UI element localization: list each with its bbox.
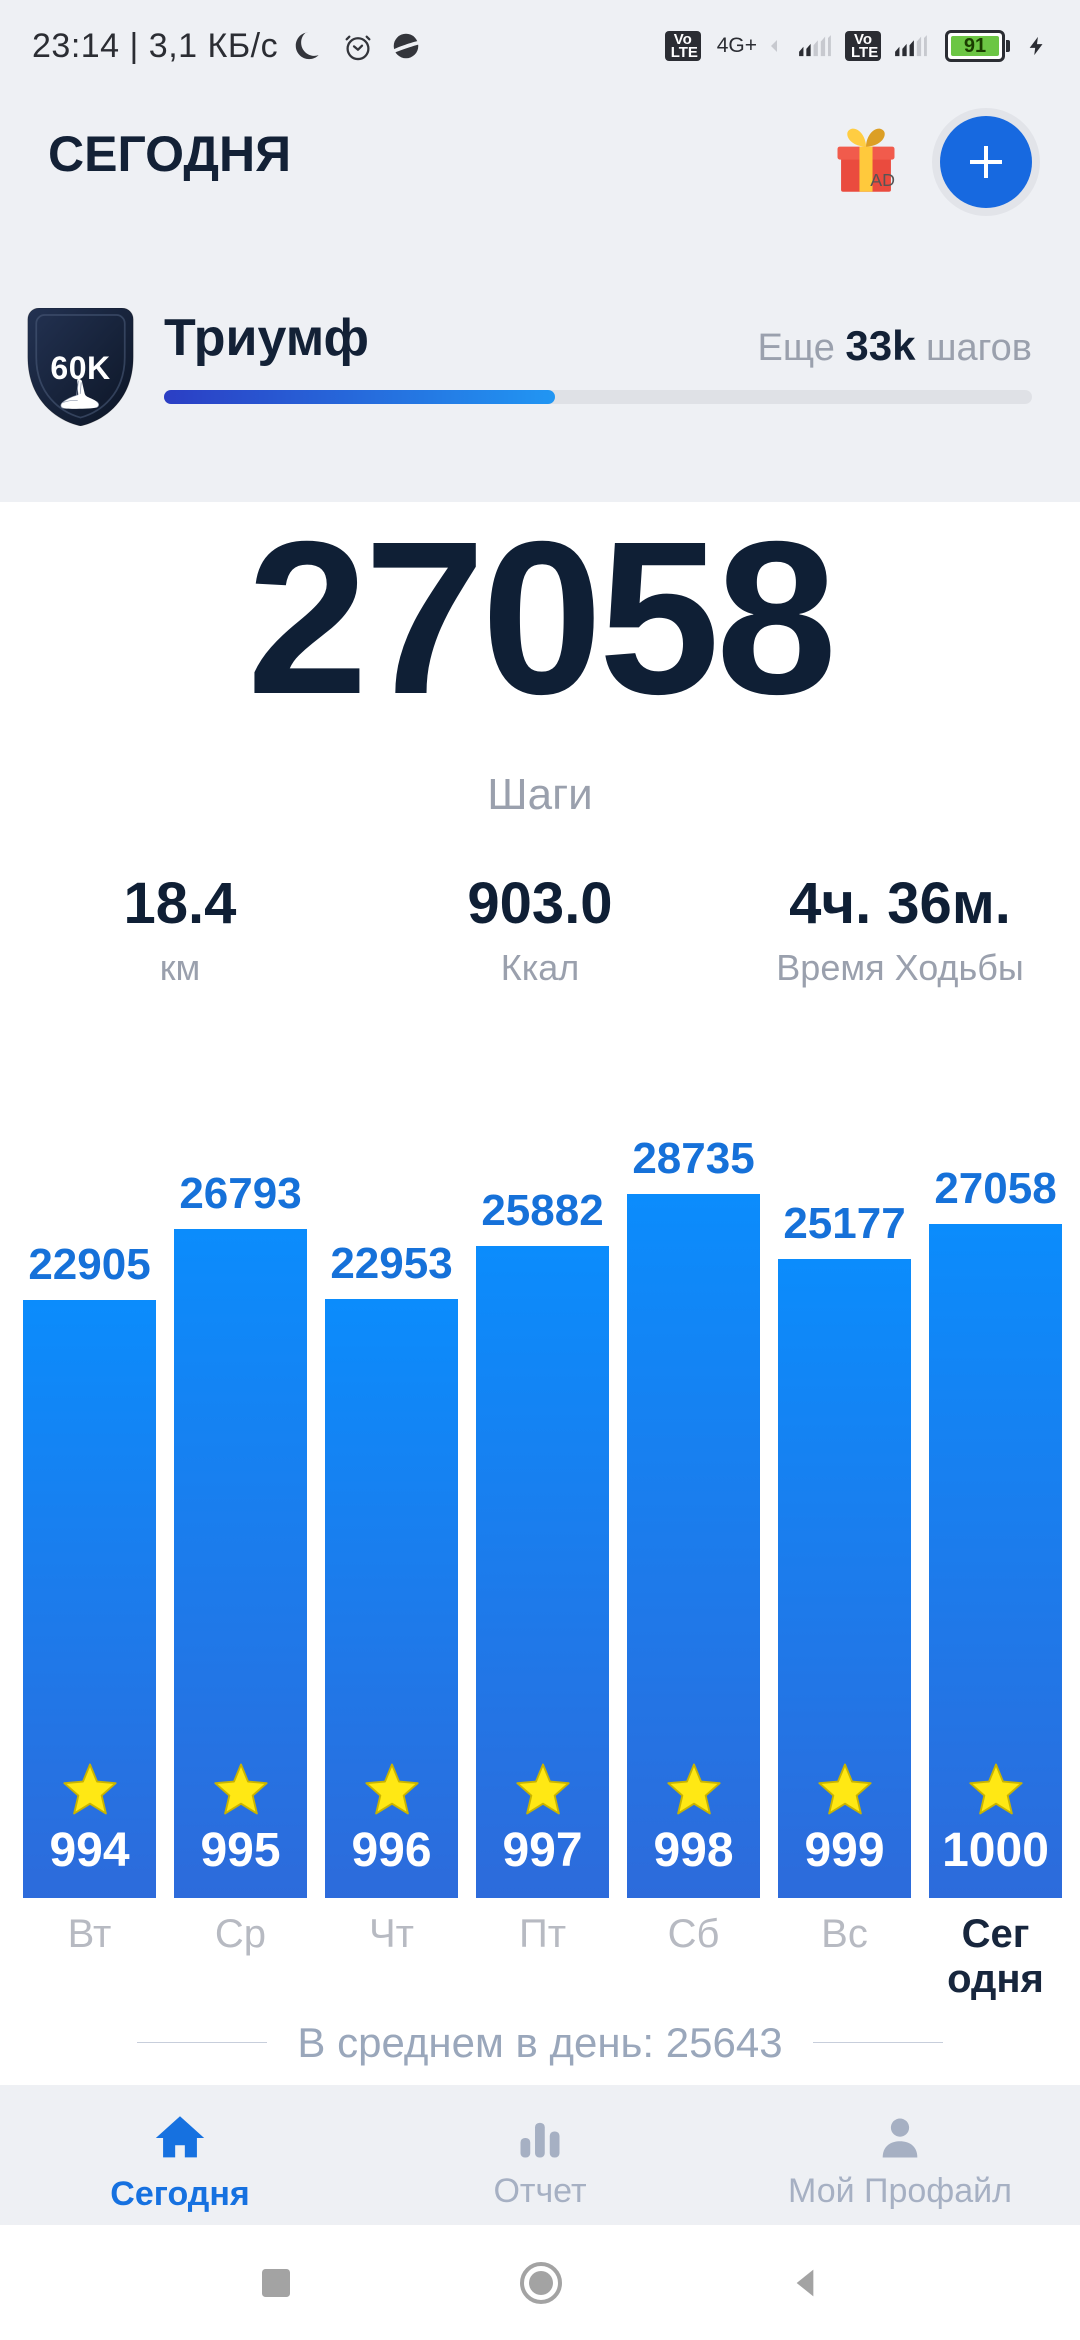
svg-text:AD: AD bbox=[870, 170, 895, 190]
